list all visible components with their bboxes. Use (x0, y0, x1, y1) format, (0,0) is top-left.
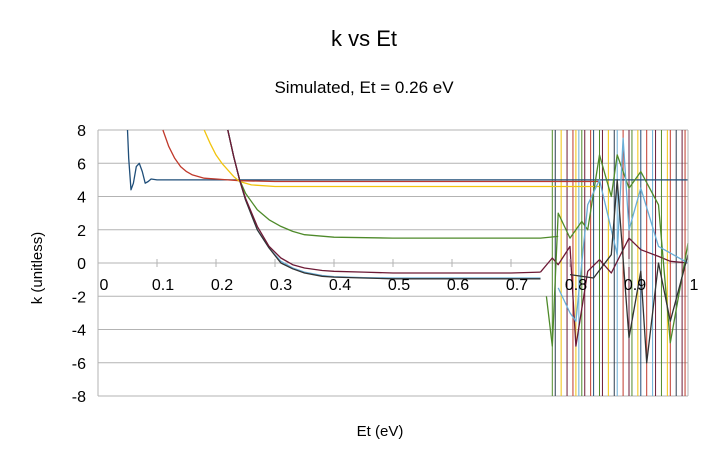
y-tick-label-2: 4 (77, 190, 86, 207)
series-line-3 (227, 129, 559, 239)
x-tick-label-4: 0.4 (329, 277, 351, 294)
series-line-1 (162, 129, 600, 183)
x-tick-label-1: 0.1 (152, 277, 174, 294)
y-axis-label: k (unitless) (29, 232, 46, 305)
vertical-traces (551, 130, 686, 396)
series-line-10 (569, 179, 689, 364)
axis-layer (97, 130, 689, 396)
tick-labels: 8 6 4 2 0 -2 -4 -6 -8 0 0.1 0.2 0.3 0.4 0.5 0.6 0.7 0.8 0.… (72, 123, 699, 406)
x-tick-label-9: 0.9 (624, 277, 646, 294)
y-tick-label-0: 8 (77, 123, 86, 140)
series-line-0 (126, 129, 688, 191)
x-tick-label-7: 0.7 (506, 277, 528, 294)
y-tick-label-8: -8 (72, 389, 86, 406)
x-axis-label: Et (eV) (357, 423, 404, 440)
x-tick-label-2: 0.2 (211, 277, 233, 294)
chart-title: k vs Et (331, 26, 397, 51)
x-tick-label-6: 0.6 (447, 277, 469, 294)
x-tick-label-8: 0.8 (565, 277, 587, 294)
y-tick-label-1: 6 (77, 156, 86, 173)
series-line-8 (545, 154, 689, 347)
series-line-2 (203, 129, 600, 188)
y-tick-label-6: -4 (72, 323, 86, 340)
series-line-6 (227, 129, 541, 274)
y-tick-label-7: -6 (72, 356, 86, 373)
x-tick-label-10: 1 (690, 277, 699, 294)
series-line-7 (540, 237, 689, 347)
y-tick-label-4: 0 (77, 256, 86, 273)
series-line-9 (557, 137, 689, 322)
x-tick-label-5: 0.5 (388, 277, 410, 294)
x-tick-label-0: 0 (100, 277, 109, 294)
y-tick-label-5: -2 (72, 289, 86, 306)
chart-subtitle: Simulated, Et = 0.26 eV (274, 78, 454, 97)
series-layer (126, 129, 689, 364)
y-tick-label-3: 2 (77, 223, 86, 240)
series-line-5 (227, 129, 541, 280)
x-tick-label-3: 0.3 (270, 277, 292, 294)
